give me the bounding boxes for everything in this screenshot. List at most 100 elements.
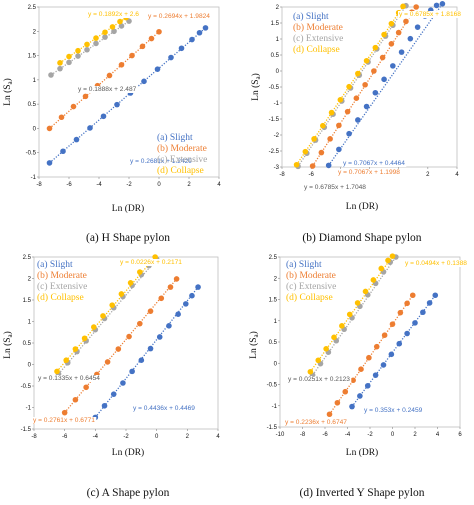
point-moderate — [327, 136, 333, 142]
point-moderate — [106, 72, 113, 79]
point-moderate — [379, 54, 386, 61]
point-collapse — [323, 346, 329, 352]
point-collapse — [100, 313, 106, 319]
point-moderate — [404, 300, 410, 307]
point-slight — [412, 320, 418, 326]
trendline-moderate — [49, 31, 160, 129]
point-slight — [432, 292, 439, 299]
point-collapse — [118, 291, 125, 297]
point-extensive — [75, 53, 81, 59]
point-slight — [154, 66, 161, 72]
point-collapse — [54, 368, 60, 375]
point-slight — [398, 49, 405, 55]
point-collapse — [337, 97, 344, 103]
point-extensive — [118, 23, 125, 29]
y-tick-label: -1.5 — [267, 425, 278, 431]
x-tick-label: -2 — [367, 432, 373, 438]
equation-collapse: y = 0.0226x + 0.2171 — [120, 259, 182, 266]
point-collapse — [63, 357, 69, 364]
point-moderate — [148, 35, 155, 42]
y-tick-label: 0 — [33, 126, 37, 132]
point-extensive — [57, 65, 63, 72]
point-slight — [355, 117, 361, 123]
y-tick-label: 0 — [276, 69, 280, 75]
equation-moderate: y = 0.2761x + 0.6771 — [33, 417, 95, 424]
point-moderate — [373, 343, 380, 350]
panel-caption: (b) Diamond Shape pylon — [302, 232, 421, 244]
point-collapse — [293, 161, 300, 168]
equation-extensive: y = 0.0251x + 0.2123 — [288, 376, 350, 383]
y-axis-label: Ln (Sa) — [2, 331, 14, 359]
equation-moderate: y = 0.2694x + 1.9824 — [148, 13, 210, 20]
legend-extensive: (c) Extensive — [286, 281, 336, 292]
series-collapse — [57, 14, 129, 66]
point-slight — [202, 25, 209, 31]
point-collapse — [72, 346, 79, 352]
point-moderate — [126, 333, 132, 340]
point-slight — [168, 54, 174, 61]
x-tick-label: 4 — [455, 172, 459, 178]
point-collapse — [355, 70, 361, 77]
equation-extensive: y = 0.1888x + 2.487 — [78, 86, 137, 93]
legend-extensive: (c) Extensive — [157, 154, 207, 165]
point-slight — [138, 357, 145, 364]
point-collapse — [81, 335, 88, 342]
y-tick-label: -2.5 — [269, 149, 280, 155]
point-slight — [166, 323, 172, 329]
y-tick-label: 2.5 — [269, 255, 278, 261]
series-extensive — [48, 18, 132, 78]
point-collapse — [400, 3, 406, 10]
series-slight — [46, 25, 209, 166]
x-tick-label: -10 — [276, 432, 285, 438]
point-collapse — [307, 368, 314, 375]
point-moderate — [158, 295, 165, 302]
point-collapse — [117, 18, 123, 25]
y-tick-label: -2 — [274, 133, 280, 139]
point-collapse — [109, 302, 115, 308]
point-slight — [87, 125, 93, 131]
point-slight — [156, 334, 163, 340]
point-slight — [101, 402, 108, 409]
y-tick-label: 1.5 — [28, 54, 37, 60]
point-slight — [325, 162, 332, 169]
x-axis-label: Ln (DR) — [112, 447, 144, 458]
point-slight — [349, 403, 355, 410]
point-slight — [100, 113, 107, 120]
point-slight — [196, 29, 203, 36]
x-tick-label: -4 — [345, 432, 351, 438]
point-moderate — [118, 62, 125, 68]
legend-slight: (a) Slight — [37, 259, 73, 270]
x-tick-label: -8 — [279, 172, 285, 178]
point-moderate — [358, 366, 364, 373]
trendline-collapse — [59, 17, 127, 64]
point-collapse — [75, 47, 81, 54]
point-slight — [407, 35, 414, 42]
y-tick-label: 2.5 — [23, 255, 32, 261]
x-tick-label: -6 — [322, 432, 328, 438]
point-slight — [372, 89, 379, 96]
point-moderate — [362, 81, 368, 88]
point-slight — [433, 2, 440, 9]
point-moderate — [389, 321, 396, 327]
panel-1: -8 -6 -4 -2 0 2 4 -1 -0.5 0 0.5 1 1.5 2 2.5 Ln (DR) Ln (… — [2, 5, 221, 244]
x-tick-label: -6 — [62, 434, 68, 440]
point-slight — [364, 382, 371, 389]
legend-slight: (a) Slight — [157, 132, 193, 143]
point-moderate — [46, 125, 53, 132]
point-collapse — [311, 136, 317, 142]
x-tick-label: 0 — [391, 432, 395, 438]
point-collapse — [372, 44, 379, 51]
equation-background — [303, 184, 368, 191]
point-moderate — [381, 332, 388, 339]
y-axis-label: Ln (Sa) — [250, 73, 262, 101]
point-collapse — [66, 53, 72, 60]
x-axis-label: Ln (DR) — [112, 203, 144, 214]
point-extensive — [93, 40, 99, 47]
point-slight — [357, 393, 363, 399]
y-tick-label: 0.5 — [269, 340, 278, 346]
equation-background — [77, 86, 138, 93]
point-collapse — [331, 334, 337, 341]
point-moderate — [409, 292, 416, 299]
point-extensive — [102, 34, 108, 40]
